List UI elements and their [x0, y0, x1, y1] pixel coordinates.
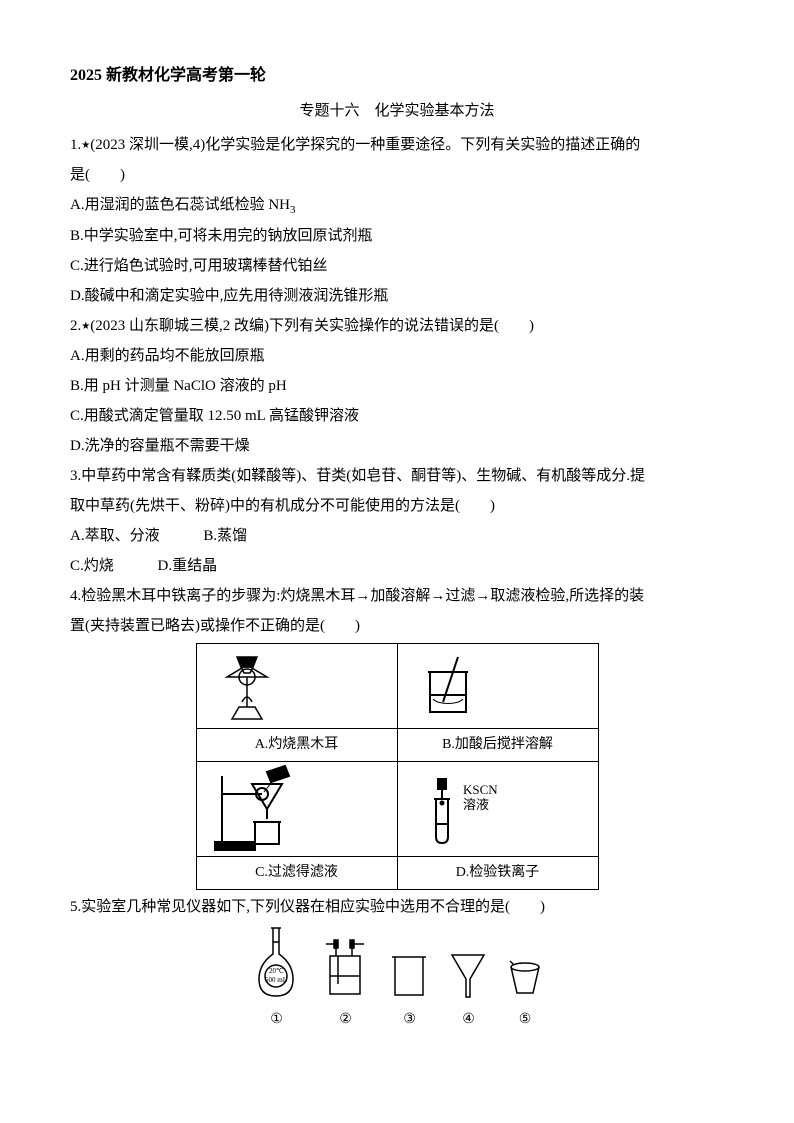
volumetric-flask-icon: 20℃ 500 mL [249, 924, 304, 1004]
q3-opts-row2: C.灼烧 D.重结晶 [70, 551, 724, 581]
star-icon [81, 137, 90, 153]
filter-stand-icon [207, 764, 307, 854]
cell-C-cap: C.过滤得滤液 [196, 857, 397, 890]
dev3-label: ③ [403, 1006, 416, 1034]
q2-stem: 2. (2023 山东聊城三模,2 改编)下列有关实验操作的说法错误的是( ) [70, 311, 724, 341]
q1-A-text: A.用湿润的蓝色石蕊试纸检验 NH [70, 197, 290, 213]
q3-A: A.萃取、分液 [70, 528, 160, 544]
cell-C-img [196, 762, 397, 857]
beaker-stir-icon [408, 647, 488, 725]
kscn-label-2: 溶液 [463, 797, 489, 812]
q1-optA: A.用湿润的蓝色石蕊试纸检验 NH3 [70, 190, 724, 221]
dev5: ⑤ [505, 959, 545, 1034]
flask-temp: 20℃ [269, 967, 284, 975]
q1-optD: D.酸碱中和滴定实验中,应先用待测液润洗锥形瓶 [70, 281, 724, 311]
q1-A-sub: 3 [290, 204, 296, 216]
q3-D: D.重结晶 [158, 558, 218, 574]
cell-A-img [196, 644, 397, 729]
q2-optC: C.用酸式滴定管量取 12.50 mL 高锰酸钾溶液 [70, 401, 724, 431]
dev5-label: ⑤ [519, 1006, 532, 1034]
q2-stemtext: (2023 山东聊城三模,2 改编)下列有关实验操作的说法错误的是( ) [90, 318, 534, 334]
q3-stem-line2: 取中草药(先烘干、粉碎)中的有机成分不可能使用的方法是( ) [70, 491, 724, 521]
q2-optD: D.洗净的容量瓶不需要干燥 [70, 431, 724, 461]
subtitle: 专题十六 化学实验基本方法 [70, 96, 724, 126]
beaker-icon [387, 949, 432, 1004]
q4-stem-line1: 4.检验黑木耳中铁离子的步骤为:灼烧黑木耳→加酸溶解→过滤→取滤液检验,所选择的… [70, 581, 724, 611]
q5-devices: 20℃ 500 mL ① ② ③ [70, 924, 724, 1034]
dev3: ③ [387, 949, 432, 1034]
q1-optB: B.中学实验室中,可将未用完的钠放回原试剂瓶 [70, 221, 724, 251]
q3-C: C.灼烧 [70, 558, 114, 574]
dev1-label: ① [270, 1006, 283, 1034]
cell-B-cap: B.加酸后搅拌溶解 [397, 729, 598, 762]
gas-wash-bottle-icon [318, 934, 373, 1004]
dev2: ② [318, 934, 373, 1034]
crucible-icon [505, 959, 545, 1004]
dev1: 20℃ 500 mL ① [249, 924, 304, 1034]
q4-table: A.灼烧黑木耳 B.加酸后搅拌溶解 [196, 643, 599, 890]
q4-stem-line2: 置(夹持装置已略去)或操作不正确的是( ) [70, 611, 724, 641]
cell-D-cap: D.检验铁离子 [397, 857, 598, 890]
q2-num: 2. [70, 318, 81, 334]
dev2-label: ② [339, 1006, 352, 1034]
flask-vol: 500 mL [265, 976, 287, 984]
kscn-label-1: KSCN [463, 782, 498, 797]
dev4: ④ [446, 949, 491, 1034]
q1-stem-line1: 1. (2023 深圳一模,4)化学实验是化学探究的一种重要途径。下列有关实验的描… [70, 130, 724, 160]
q5-stem: 5.实验室几种常见仪器如下,下列仪器在相应实验中选用不合理的是( ) [70, 892, 724, 922]
dev4-label: ④ [462, 1006, 475, 1034]
funnel-icon [446, 949, 491, 1004]
q2-optB: B.用 pH 计测量 NaClO 溶液的 pH [70, 371, 724, 401]
cell-B-img [397, 644, 598, 729]
testtube-dropper-icon: KSCN 溶液 [408, 769, 528, 849]
q1-optC: C.进行焰色试验时,可用玻璃棒替代铂丝 [70, 251, 724, 281]
q3-stem-line1: 3.中草药中常含有鞣质类(如鞣酸等)、苷类(如皂苷、酮苷等)、生物碱、有机酸等成… [70, 461, 724, 491]
cell-A-cap: A.灼烧黑木耳 [196, 729, 397, 762]
q1-num: 1. [70, 137, 81, 153]
star-icon [81, 318, 90, 334]
q1-stem: (2023 深圳一模,4)化学实验是化学探究的一种重要途径。下列有关实验的描述正… [90, 137, 640, 153]
cell-D-img: KSCN 溶液 [397, 762, 598, 857]
crucible-burner-icon [207, 647, 287, 725]
q1-stem-line2: 是( ) [70, 160, 724, 190]
page-header: 2025 新教材化学高考第一轮 [70, 60, 724, 92]
q3-opts-row1: A.萃取、分液 B.蒸馏 [70, 521, 724, 551]
q3-B: B.蒸馏 [203, 528, 247, 544]
q2-optA: A.用剩的药品均不能放回原瓶 [70, 341, 724, 371]
